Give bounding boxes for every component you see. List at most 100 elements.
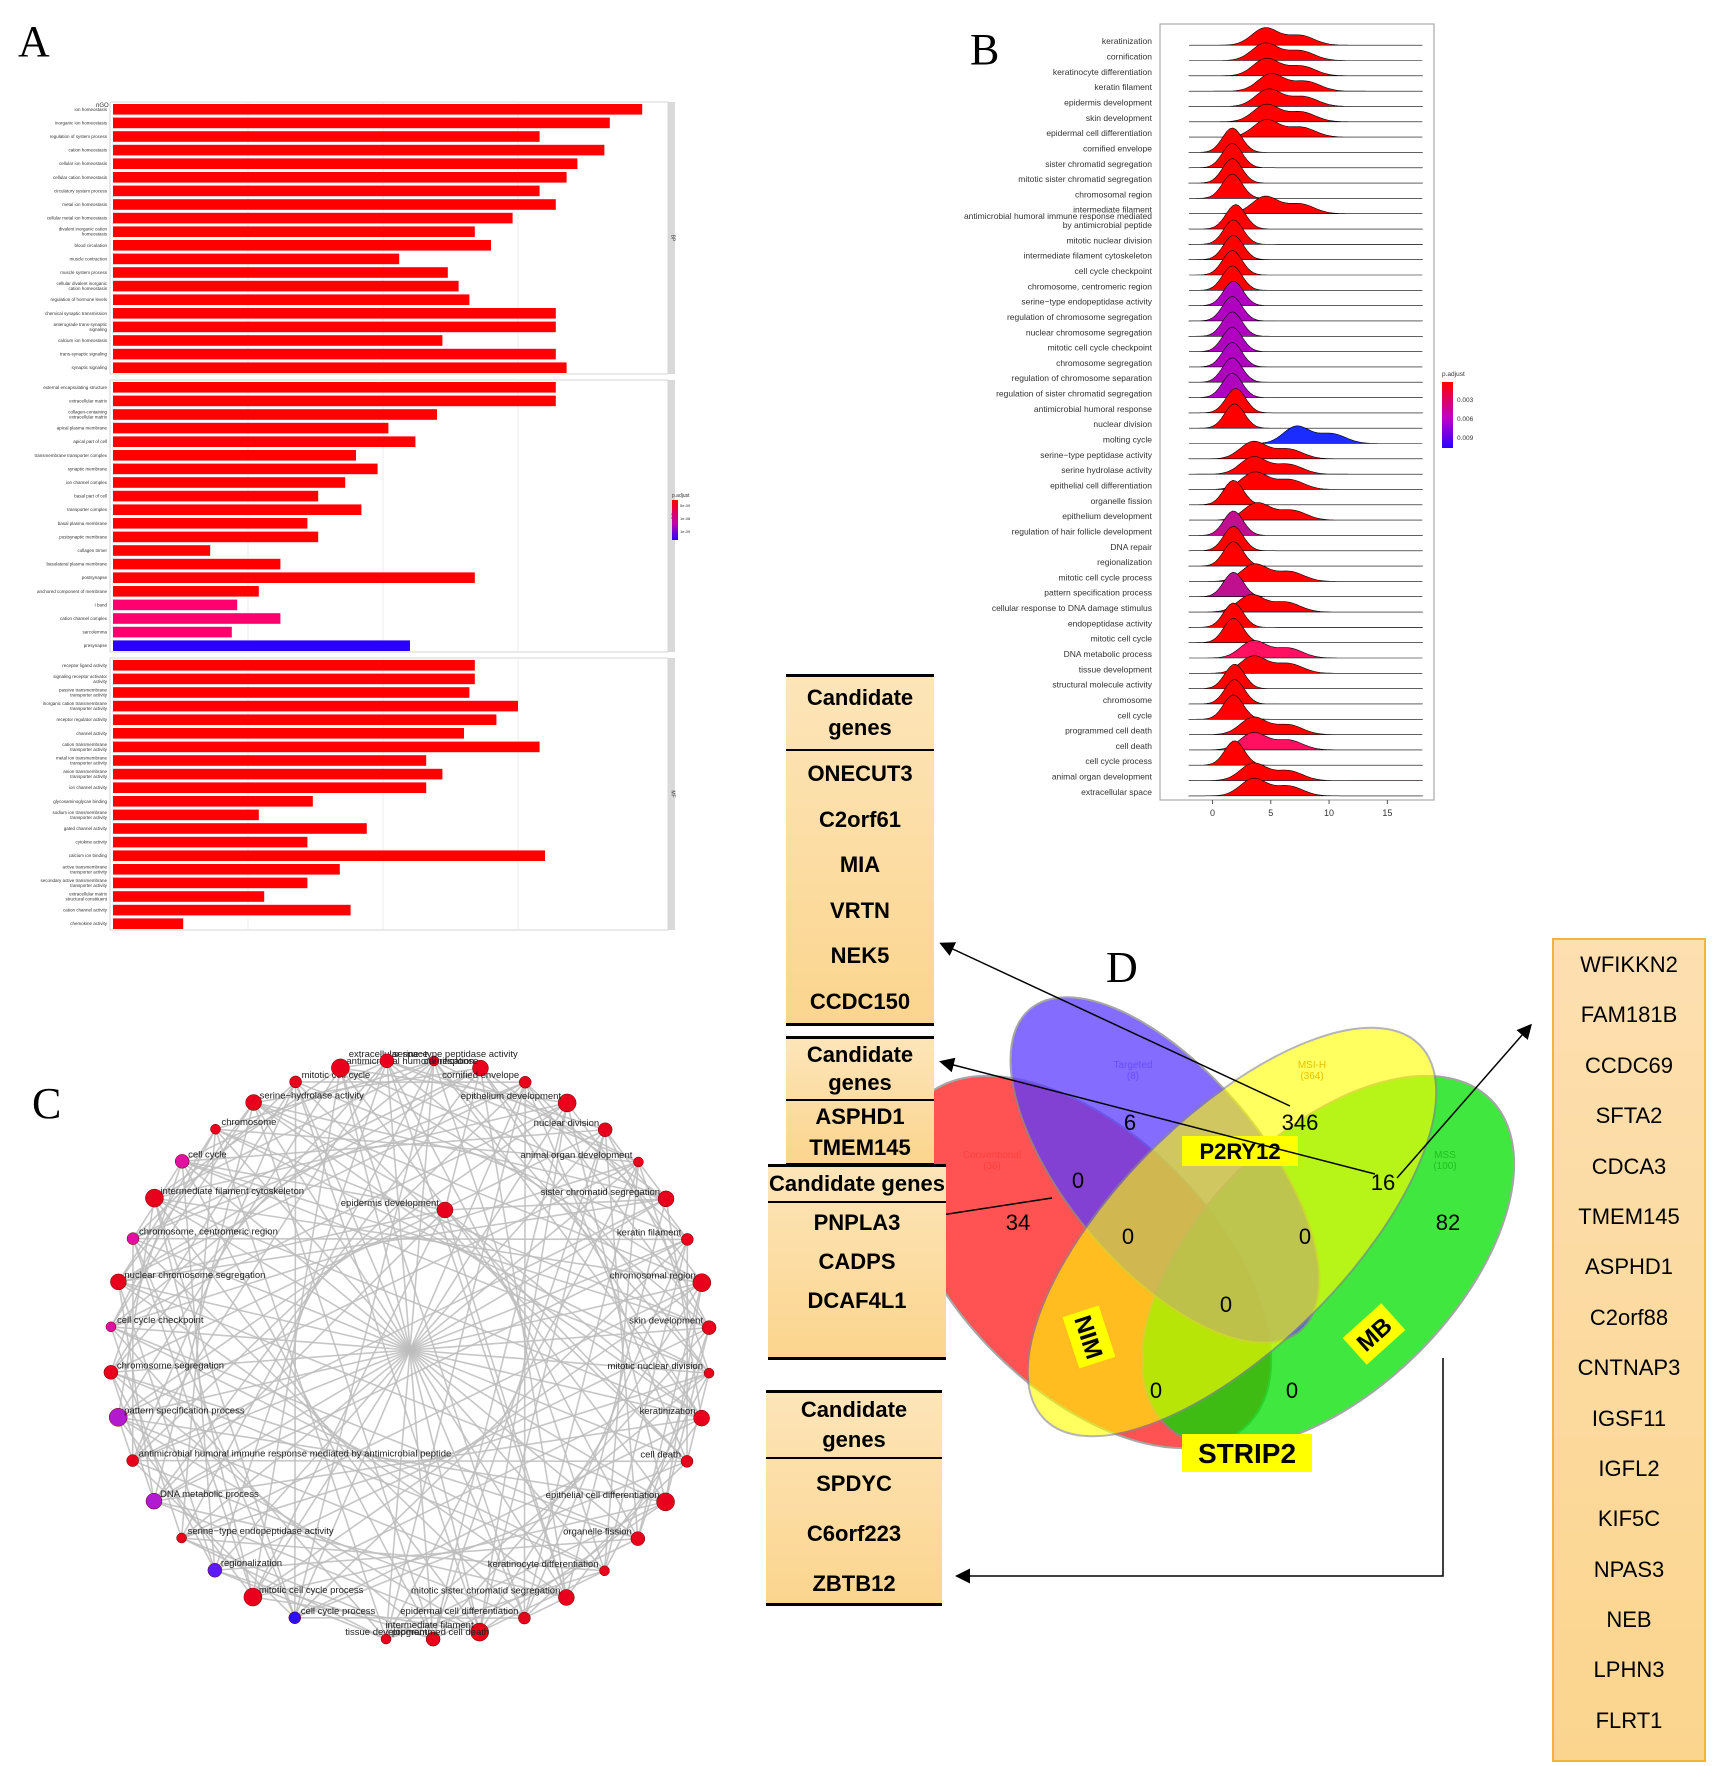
edge xyxy=(117,1102,255,1283)
bar xyxy=(113,144,605,156)
network-node xyxy=(145,1492,163,1510)
ridge-label: animal organ development xyxy=(1052,772,1153,782)
edge xyxy=(479,1501,667,1633)
mss-gene: KIF5C xyxy=(1597,1506,1661,1532)
ridge-label: serine hydrolase activity xyxy=(1061,465,1152,475)
highlight-bg xyxy=(1182,1434,1312,1472)
ridge-label: antimicrobial humoral immune response me… xyxy=(964,211,1152,221)
bar xyxy=(113,877,308,889)
edge xyxy=(479,1067,710,1374)
node-label: antimicrobial humoral immune response me… xyxy=(139,1449,452,1460)
panel-label-b: B xyxy=(970,25,1000,74)
mss-gene: IGSF11 xyxy=(1591,1405,1667,1431)
bar xyxy=(113,253,400,265)
ridge-label: pattern specification process xyxy=(1044,588,1152,598)
ridge xyxy=(1187,234,1424,260)
bar-label: external encapsulating structure xyxy=(43,385,107,390)
highlight-text: STRIP2 xyxy=(1198,1438,1296,1469)
bar xyxy=(113,850,545,861)
network-node xyxy=(657,1190,675,1208)
bar-label: signaling receptor activator xyxy=(53,674,107,679)
venn-count: 34 xyxy=(1006,1210,1030,1235)
bar-label: cation channel activity xyxy=(63,908,108,913)
network-node xyxy=(633,1156,644,1168)
venn-count: 0 xyxy=(1122,1224,1134,1249)
edge xyxy=(340,1067,667,1200)
venn-count: 0 xyxy=(1072,1168,1084,1193)
edge xyxy=(339,1067,667,1503)
bar xyxy=(113,613,281,624)
tick-label: 5 xyxy=(1268,808,1273,818)
network-node xyxy=(470,1622,489,1642)
edge xyxy=(253,1101,667,1200)
ridge xyxy=(1189,265,1423,291)
bar-label: synaptic signaling xyxy=(71,365,107,370)
bar xyxy=(113,504,362,515)
node-label: epidermis development xyxy=(341,1198,440,1209)
network-node xyxy=(656,1492,675,1512)
bar-label: presynapse xyxy=(84,643,108,648)
node-label: pattern specification process xyxy=(124,1405,245,1416)
bar-label: transporter activity xyxy=(70,747,108,752)
bar-label: ion channel complex xyxy=(66,480,108,485)
legend-tick: 1e-09 xyxy=(680,529,691,534)
bar-label: I band xyxy=(94,602,107,607)
venn-msih xyxy=(1026,1026,1438,1438)
ridge xyxy=(1187,88,1424,107)
ridge-label: mitotic sister chromatid segregation xyxy=(1018,174,1152,184)
candidate-gene: NEK5 xyxy=(830,943,890,968)
bar xyxy=(113,172,567,183)
edge xyxy=(110,1326,183,1539)
edge xyxy=(181,1537,387,1640)
tick-label: 0 xyxy=(1210,808,1215,818)
network-node xyxy=(681,1233,694,1246)
edge xyxy=(132,1238,296,1619)
edge xyxy=(118,1281,666,1503)
bar-label: postsynapse xyxy=(82,575,108,580)
go-bar-chart: nGO terms in Colorectal CancerBPion home… xyxy=(34,101,691,931)
bar-label: chemokine activity xyxy=(70,921,108,926)
node-label: epithelial cell differentiation xyxy=(546,1490,660,1501)
edge xyxy=(117,1067,342,1418)
legend-tick: 0.009 xyxy=(1457,435,1474,442)
edge xyxy=(566,1102,703,1284)
ridge-label: regionalization xyxy=(1097,557,1152,567)
edge xyxy=(295,1081,688,1462)
network-node xyxy=(518,1611,531,1625)
highlight-bg xyxy=(1342,1303,1406,1365)
edge xyxy=(110,1060,388,1373)
legend-tick: 0.006 xyxy=(1457,416,1474,423)
edge xyxy=(153,1209,446,1502)
mss-gene: WFIKKN2 xyxy=(1580,952,1678,977)
bar-label: metal ion transmembrane xyxy=(56,756,108,761)
candidate-gene: ONECUT3 xyxy=(807,761,913,786)
candidate-header: Candidate genes xyxy=(768,1167,946,1203)
ridge-label: cell death xyxy=(1116,741,1153,751)
edge xyxy=(132,1460,296,1619)
edge xyxy=(524,1081,710,1329)
edge xyxy=(386,1060,606,1131)
ridge-label: regulation of sister chromatid segregati… xyxy=(996,389,1152,399)
ridge xyxy=(1187,158,1424,184)
bar xyxy=(113,382,556,393)
bar-label: active transmembrane xyxy=(62,864,107,869)
ridge-label: organelle fission xyxy=(1091,496,1153,506)
node-label: tissue development xyxy=(345,1627,427,1638)
bar-label: chemical synaptic transmission xyxy=(45,311,108,316)
node-label: keratin filament xyxy=(617,1227,682,1238)
edge xyxy=(118,1416,666,1503)
ridge xyxy=(1187,617,1424,643)
ridge-label: nuclear chromosome segregation xyxy=(1026,327,1152,337)
edge xyxy=(295,1081,688,1241)
candidate-gene: DCAF4L1 xyxy=(807,1288,907,1313)
bar-label: cytokine activity xyxy=(75,840,107,845)
ridge xyxy=(1189,716,1423,735)
edge xyxy=(110,1102,568,1328)
set-count: (8) xyxy=(1127,1071,1139,1082)
bar xyxy=(113,463,378,475)
network-node xyxy=(680,1455,694,1468)
network-node xyxy=(599,1565,610,1577)
network-node xyxy=(245,1094,262,1111)
mss-gene: ASPHD1 xyxy=(1584,1254,1674,1280)
edge xyxy=(433,1060,639,1163)
